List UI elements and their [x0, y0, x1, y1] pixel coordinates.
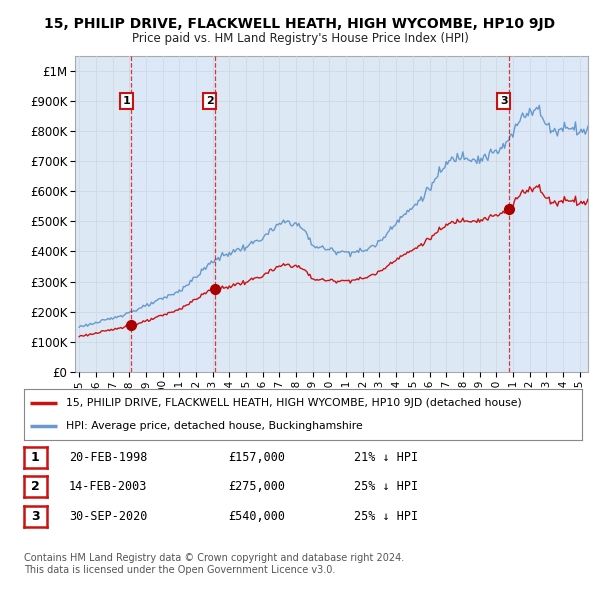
Text: 2: 2 [206, 96, 214, 106]
Text: 21% ↓ HPI: 21% ↓ HPI [354, 451, 418, 464]
Text: £540,000: £540,000 [228, 510, 285, 523]
Text: 15, PHILIP DRIVE, FLACKWELL HEATH, HIGH WYCOMBE, HP10 9JD: 15, PHILIP DRIVE, FLACKWELL HEATH, HIGH … [44, 17, 556, 31]
Text: 3: 3 [31, 510, 40, 523]
Text: 1: 1 [122, 96, 130, 106]
Text: 30-SEP-2020: 30-SEP-2020 [69, 510, 148, 523]
Text: 20-FEB-1998: 20-FEB-1998 [69, 451, 148, 464]
Text: £275,000: £275,000 [228, 480, 285, 493]
Bar [131, 56, 215, 372]
Text: 14-FEB-2003: 14-FEB-2003 [69, 480, 148, 493]
Text: £157,000: £157,000 [228, 451, 285, 464]
Text: 25% ↓ HPI: 25% ↓ HPI [354, 510, 418, 523]
Bar [75, 56, 131, 372]
Text: Price paid vs. HM Land Registry's House Price Index (HPI): Price paid vs. HM Land Registry's House … [131, 32, 469, 45]
Text: HPI: Average price, detached house, Buckinghamshire: HPI: Average price, detached house, Buck… [66, 421, 362, 431]
Text: 2: 2 [31, 480, 40, 493]
Bar [215, 56, 509, 372]
Text: 3: 3 [500, 96, 508, 106]
Text: 1: 1 [31, 451, 40, 464]
Bar [509, 56, 588, 372]
Text: 25% ↓ HPI: 25% ↓ HPI [354, 480, 418, 493]
Text: 15, PHILIP DRIVE, FLACKWELL HEATH, HIGH WYCOMBE, HP10 9JD (detached house): 15, PHILIP DRIVE, FLACKWELL HEATH, HIGH … [66, 398, 521, 408]
Text: Contains HM Land Registry data © Crown copyright and database right 2024.
This d: Contains HM Land Registry data © Crown c… [24, 553, 404, 575]
